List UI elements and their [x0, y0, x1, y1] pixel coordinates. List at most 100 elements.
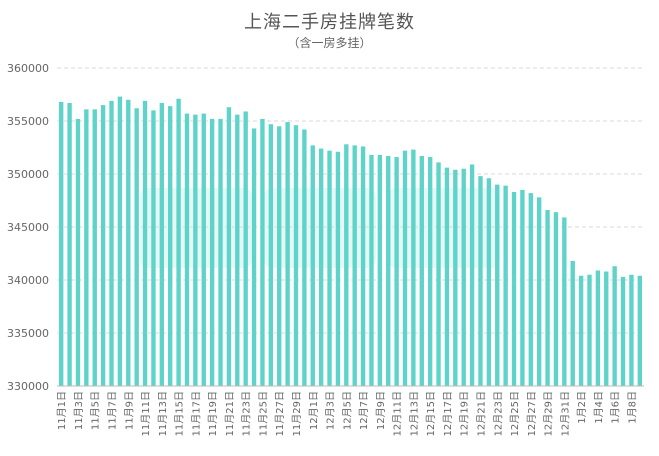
bar	[92, 109, 97, 386]
bar	[293, 125, 299, 387]
y-tick-label: 360000	[7, 62, 49, 75]
x-tick-label: 12月23日	[492, 391, 504, 436]
bar	[310, 145, 315, 386]
bar	[318, 148, 324, 386]
y-tick-label: 340000	[7, 274, 49, 287]
x-tick-label: 12月29日	[543, 391, 555, 436]
x-tick-label: 11月5日	[90, 391, 102, 430]
bar	[553, 212, 559, 386]
x-tick-label: 11月27日	[274, 391, 286, 436]
x-axis-ticks: 11月1日 11月3日 11月5日 11月7日 11月9日 11月11日 11月13日 11月…	[56, 391, 638, 436]
bar	[209, 118, 215, 386]
x-tick-label: 12月31日	[559, 391, 571, 436]
x-tick-label: 12月9日	[375, 391, 387, 430]
bar	[545, 210, 550, 386]
bar	[67, 102, 72, 386]
bar	[503, 185, 508, 386]
x-tick-label: 1月2日	[576, 391, 588, 424]
bar	[604, 271, 609, 386]
bar	[427, 157, 433, 386]
x-tick-label: 11月13日	[157, 391, 169, 436]
bar	[268, 124, 274, 387]
bar	[151, 110, 156, 387]
bar	[360, 146, 366, 386]
y-tick-label: 345000	[7, 221, 49, 234]
chart-subtitle: （含一房多挂）	[287, 36, 372, 50]
bar	[352, 145, 357, 386]
bar	[587, 274, 592, 386]
x-tick-label: 11月21日	[224, 391, 236, 436]
bar	[536, 197, 542, 386]
bar	[126, 99, 131, 387]
y-tick-label: 330000	[7, 380, 49, 393]
bar	[369, 154, 374, 386]
x-tick-label: 12月17日	[442, 391, 454, 436]
x-tick-label: 12月13日	[408, 391, 420, 436]
bar	[277, 126, 282, 387]
x-tick-label: 12月25日	[509, 391, 521, 436]
bar	[218, 118, 223, 386]
bar	[168, 106, 173, 386]
y-tick-label: 355000	[7, 115, 49, 128]
bar	[176, 98, 181, 387]
x-tick-label: 12月7日	[358, 391, 370, 430]
bar	[612, 266, 617, 386]
bar	[511, 192, 517, 386]
bar	[260, 118, 265, 386]
x-tick-label: 11月23日	[241, 391, 253, 436]
bar	[562, 217, 567, 386]
bar	[193, 114, 198, 386]
bar	[578, 275, 584, 386]
x-tick-label: 12月19日	[459, 391, 471, 436]
x-tick-label: 11月7日	[107, 391, 119, 430]
bar	[520, 189, 525, 386]
x-tick-label: 11月3日	[73, 391, 85, 430]
bar	[243, 111, 248, 387]
x-tick-label: 11月9日	[123, 391, 135, 430]
bar	[478, 176, 483, 386]
bar	[159, 102, 165, 386]
x-tick-label: 11月17日	[190, 391, 202, 436]
bar	[377, 154, 383, 386]
bar	[411, 149, 416, 386]
bar	[402, 150, 408, 386]
y-tick-label: 350000	[7, 168, 49, 181]
x-tick-label: 11月11日	[140, 391, 152, 436]
x-tick-label: 1月8日	[626, 391, 638, 424]
bar	[285, 122, 290, 386]
bar	[302, 129, 307, 387]
x-tick-label: 11月25日	[257, 391, 269, 436]
x-tick-label: 1月4日	[593, 391, 605, 424]
x-tick-label: 11月19日	[207, 391, 219, 436]
bar	[134, 108, 139, 386]
bar	[184, 113, 190, 386]
bar	[235, 114, 240, 386]
bar	[75, 118, 81, 386]
bar	[84, 109, 89, 386]
bar	[100, 105, 106, 386]
bar	[117, 96, 123, 387]
bar	[335, 151, 341, 386]
x-tick-label: 11月1日	[56, 391, 68, 430]
x-tick-label: 12月1日	[308, 391, 320, 430]
bar	[327, 150, 332, 386]
x-tick-label: 11月15日	[174, 391, 186, 436]
bar	[386, 155, 391, 386]
bar	[620, 276, 626, 386]
bar	[629, 274, 634, 386]
x-tick-label: 12月3日	[325, 391, 337, 430]
x-tick-label: 12月15日	[425, 391, 437, 436]
y-axis-ticks: 330000 335000 340000 345000 350000 355000 3600…	[7, 62, 49, 393]
bar	[394, 157, 399, 386]
x-tick-label: 12月21日	[475, 391, 487, 436]
bar	[226, 107, 232, 386]
bar	[344, 144, 349, 386]
bar	[201, 113, 206, 386]
bar	[461, 168, 466, 386]
x-tick-label: 11月29日	[291, 391, 303, 436]
bar	[59, 101, 64, 387]
bar	[528, 193, 533, 386]
bar	[142, 100, 148, 387]
x-tick-label: 12月27日	[526, 391, 538, 436]
